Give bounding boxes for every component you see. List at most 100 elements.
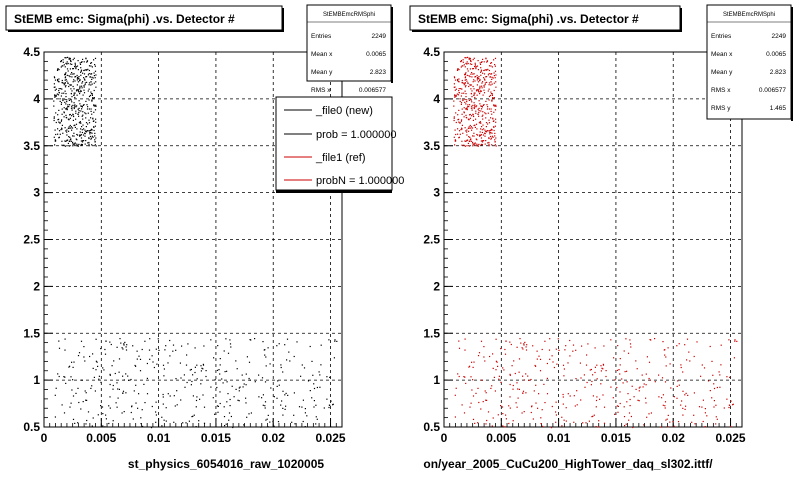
scatter-point xyxy=(86,399,88,401)
scatter-point xyxy=(475,118,477,120)
scatter-point xyxy=(167,393,169,395)
scatter-point xyxy=(709,390,711,392)
scatter-point xyxy=(68,75,70,77)
scatter-point xyxy=(330,400,332,402)
scatter-point xyxy=(84,69,86,71)
scatter-point xyxy=(504,348,506,351)
scatter-point xyxy=(466,61,468,63)
scatter-point xyxy=(79,135,81,137)
scatter-point xyxy=(155,421,157,423)
scatter-point xyxy=(70,376,72,378)
scatter-point xyxy=(89,94,91,97)
scatter-point xyxy=(82,81,84,83)
scatter-point xyxy=(470,88,472,90)
scatter-point xyxy=(454,96,456,98)
scatter-point xyxy=(192,415,194,417)
scatter-point xyxy=(187,343,189,345)
scatter-point xyxy=(470,107,473,109)
scatter-point xyxy=(465,62,467,64)
scatter-point xyxy=(479,122,481,124)
scatter-point xyxy=(89,130,91,132)
scatter-point xyxy=(72,418,75,420)
scatter-point xyxy=(486,60,489,62)
scatter-point xyxy=(122,390,125,392)
scatter-point xyxy=(78,100,80,102)
scatter-point xyxy=(78,111,80,114)
scatter-point xyxy=(55,94,57,96)
x-axis-label: st_physics_6054016_raw_1020005 xyxy=(128,457,324,471)
scatter-point xyxy=(133,390,135,392)
scatter-point xyxy=(592,374,594,376)
scatter-point xyxy=(60,95,62,97)
scatter-point xyxy=(552,361,554,363)
scatter-point xyxy=(582,422,584,424)
scatter-point xyxy=(87,74,89,76)
scatter-point xyxy=(194,366,196,368)
scatter-point xyxy=(116,382,118,384)
scatter-point xyxy=(267,426,269,428)
scatter-point xyxy=(95,145,97,147)
scatter-point xyxy=(309,345,311,348)
scatter-point xyxy=(477,134,479,136)
scatter-point xyxy=(334,339,336,341)
scatter-point xyxy=(477,145,479,147)
scatter-point xyxy=(502,413,504,415)
scatter-point xyxy=(476,89,478,91)
scatter-point xyxy=(468,127,470,129)
scatter-point xyxy=(488,95,491,98)
legend-entry: _file0 (new) xyxy=(315,105,373,117)
scatter-point xyxy=(713,406,715,408)
scatter-point xyxy=(602,363,604,365)
scatter-point xyxy=(95,338,97,340)
scatter-point xyxy=(488,137,490,140)
scatter-point xyxy=(458,81,460,83)
scatter-point xyxy=(61,124,63,126)
scatter-point xyxy=(72,85,74,88)
scatter-point xyxy=(639,386,641,388)
scatter-point xyxy=(82,58,84,60)
scatter-point xyxy=(81,82,83,84)
scatter-point xyxy=(76,133,78,136)
scatter-point xyxy=(281,400,283,402)
scatter-point xyxy=(458,347,461,349)
scatter-point xyxy=(474,422,476,424)
scatter-point xyxy=(80,110,82,112)
scatter-point xyxy=(455,133,457,136)
scatter-point xyxy=(70,92,72,95)
scatter-point xyxy=(95,104,97,106)
y-tick-label: 2.5 xyxy=(23,233,40,247)
scatter-point xyxy=(89,355,91,358)
scatter-point xyxy=(454,77,456,79)
scatter-point xyxy=(627,393,629,395)
scatter-point xyxy=(88,137,90,139)
scatter-point xyxy=(80,134,82,136)
scatter-point xyxy=(216,386,218,389)
scatter-point xyxy=(537,407,539,409)
scatter-point xyxy=(461,404,463,406)
scatter-point xyxy=(489,131,491,133)
scatter-point xyxy=(557,338,559,340)
scatter-point xyxy=(732,404,734,406)
scatter-point xyxy=(286,338,289,340)
scatter-point xyxy=(487,74,489,76)
scatter-point xyxy=(136,358,138,360)
scatter-point xyxy=(471,129,473,131)
plot-area: 0 0.005 0.01 0.015 0.02 0.0250.511.522.533.54… xyxy=(423,45,746,445)
scatter-point xyxy=(533,390,535,392)
scatter-point xyxy=(484,112,486,114)
scatter-point xyxy=(472,395,475,397)
legend-entry: prob = 1.000000 xyxy=(316,129,396,141)
scatter-point xyxy=(269,363,271,365)
scatter-point xyxy=(483,104,485,106)
scatter-point xyxy=(468,75,470,77)
stats-value: 2249 xyxy=(772,33,787,40)
scatter-point xyxy=(481,85,483,87)
scatter-point xyxy=(472,68,475,70)
scatter-point xyxy=(118,388,120,390)
scatter-point xyxy=(472,59,474,61)
scatter-point xyxy=(485,131,488,133)
scatter-point xyxy=(483,85,485,87)
scatter-point xyxy=(468,106,470,108)
scatter-point xyxy=(77,77,79,80)
scatter-point xyxy=(645,384,647,386)
